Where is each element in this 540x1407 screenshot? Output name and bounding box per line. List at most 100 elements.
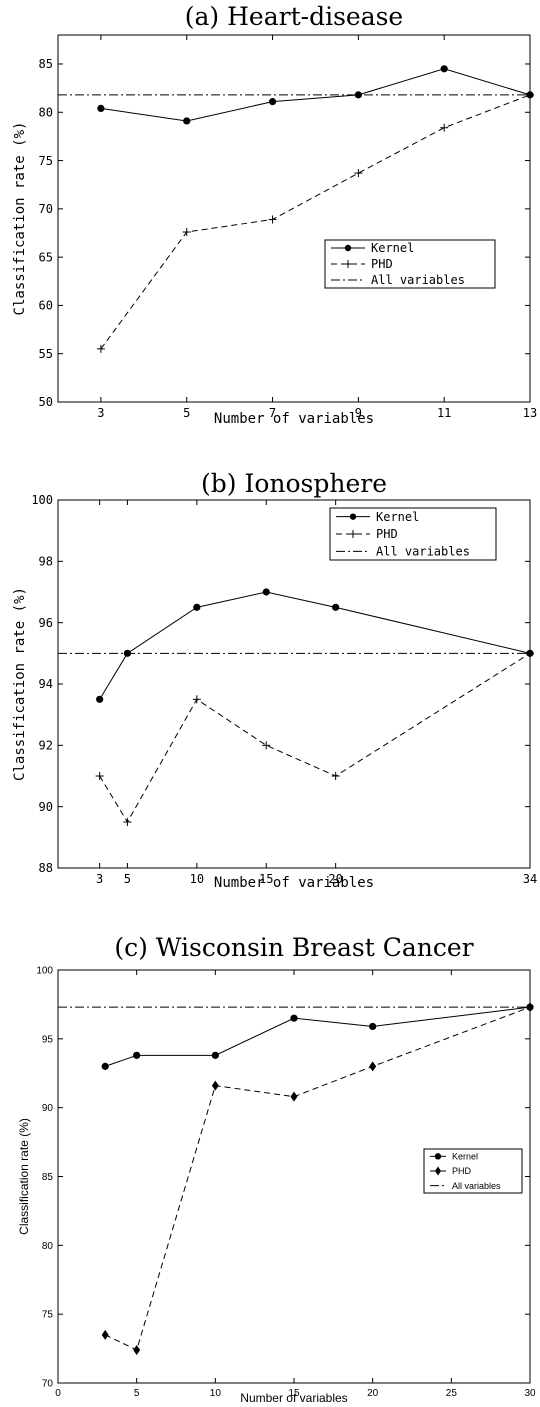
y-tick-label: 85 [39,57,53,71]
data-point-kernel [290,1014,298,1022]
legend-marker [434,1153,442,1160]
data-point-phd [331,772,340,780]
chart-ionosphere: (b) Ionosphere 3 5 10 15 20 34 88 90 92 94 96 98 100 N… [12,469,537,891]
data-point-kernel [369,1022,377,1031]
legend-label: Kernel [452,1151,478,1161]
x-tick-label: 20 [328,872,342,886]
x-tick-label: 10 [210,1388,222,1399]
x-axis-label: Number of variables [214,875,374,891]
plot-frame [57,34,531,403]
legend: Kernel PHD All variables [324,239,496,289]
legend-marker [349,513,357,520]
y-tick-label: 70 [39,202,53,216]
y-tick-label: 70 [42,1379,54,1390]
legend-label: PHD [371,257,393,271]
x-tick-label: 30 [524,1388,536,1399]
data-point-phd [211,1080,219,1091]
data-point-phd [192,695,201,704]
y-axis-label: Classification rate (%) [12,122,28,316]
data-point-phd [182,228,191,237]
legend-label: All variables [452,1181,501,1191]
data-point-kernel [101,1062,109,1070]
y-tick-label: 90 [42,1103,54,1114]
x-tick-label: 15 [288,1388,300,1399]
y-tick-label: 85 [42,1172,54,1183]
data-point-phd [262,741,271,750]
x-axis-label: Number of variables [240,1391,347,1405]
y-tick-label: 95 [42,1034,54,1045]
x-tick-label: 3 [96,872,103,886]
data-point-kernel [268,98,277,106]
y-axis-label: Classification rate (%) [17,1118,31,1235]
data-point-phd [440,123,449,132]
legend-marker [435,1166,441,1176]
data-point-kernel [262,588,270,596]
x-tick-label: 5 [124,872,131,886]
y-tick-label: 96 [39,616,53,630]
y-tick-label: 80 [39,105,53,119]
y-axis-label: Classification rate (%) [12,587,28,781]
data-point-kernel [332,603,340,611]
series-line-phd [99,652,531,823]
data-point-kernel [193,603,201,611]
y-tick-label: 60 [39,299,53,313]
series-line-kernel [105,1006,531,1067]
y-tick-label: 65 [39,250,53,264]
series-line-phd [104,1006,531,1351]
y-tick-label: 100 [36,966,53,977]
data-point-kernel [96,695,104,703]
chart-heart-disease: (a) Heart-disease 3 5 7 9 11 13 50 55 60 65 70 75 80 8… [12,2,537,427]
legend-label: All variables [376,545,470,559]
y-tick-label: 98 [39,555,53,569]
y-tick-label: 88 [39,861,53,875]
data-point-kernel [183,117,191,125]
legend-label: PHD [376,527,398,541]
legend-label: Kernel [371,241,414,255]
data-point-phd [268,215,277,224]
data-point-phd [133,1344,141,1355]
y-tick-label: 90 [39,800,53,814]
x-tick-label: 7 [269,406,276,420]
data-point-kernel [440,65,448,73]
x-tick-label: 11 [437,406,451,420]
series-line-kernel [100,68,531,122]
x-tick-label: 5 [183,406,190,420]
legend: Kernel PHD All variables [329,507,497,561]
data-point-phd [95,772,104,780]
y-tick-label: 75 [42,1310,54,1321]
x-tick-label: 25 [446,1388,458,1399]
x-tick-label: 10 [190,872,204,886]
data-point-phd [123,818,132,826]
series-line-kernel [99,591,531,700]
data-point-phd [101,1329,109,1340]
x-tick-label: 20 [367,1388,379,1399]
chart-title: (a) Heart-disease [185,2,403,31]
x-axis-label: Number of variables [214,411,374,427]
x-tick-label: 13 [523,406,537,420]
legend-label: Kernel [376,510,419,524]
y-tick-label: 100 [31,493,53,507]
data-point-phd [290,1091,298,1102]
legend: Kernel PHD All variables [423,1148,523,1194]
chart-title: (b) Ionosphere [201,469,387,498]
data-point-kernel [97,104,105,112]
legend-label: PHD [452,1166,472,1176]
chart-title: (c) Wisconsin Breast Cancer [114,933,473,962]
y-tick-label: 75 [39,154,53,168]
x-tick-label: 34 [523,872,537,886]
x-tick-label: 3 [97,406,104,420]
y-tick-label: 92 [39,739,53,753]
y-tick-label: 50 [39,395,53,409]
data-point-kernel [354,91,362,99]
series-line-phd [100,94,531,350]
y-tick-label: 80 [42,1241,54,1252]
data-point-kernel [211,1051,219,1059]
x-tick-label: 0 [55,1388,61,1399]
legend-marker [344,244,352,252]
legend-label: All variables [371,273,465,287]
x-tick-label: 15 [259,872,273,886]
data-point-phd [354,169,363,178]
data-point-phd [96,344,105,353]
chart-wisconsin-breast-cancer: (c) Wisconsin Breast Cancer 0 5 10 15 20 25 30 7… [17,933,536,1405]
